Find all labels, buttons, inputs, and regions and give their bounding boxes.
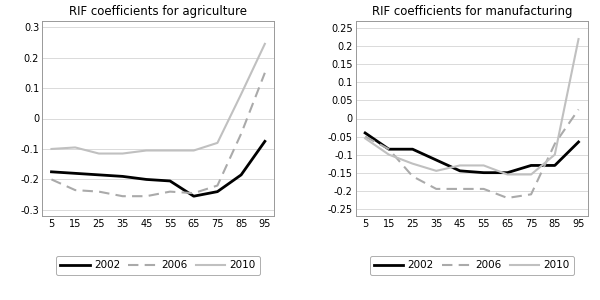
Legend: 2002, 2006, 2010: 2002, 2006, 2010 — [370, 256, 574, 274]
Title: RIF coefficients for agriculture: RIF coefficients for agriculture — [69, 5, 247, 18]
Legend: 2002, 2006, 2010: 2002, 2006, 2010 — [56, 256, 260, 274]
Title: RIF coefficients for manufacturing: RIF coefficients for manufacturing — [371, 5, 572, 18]
